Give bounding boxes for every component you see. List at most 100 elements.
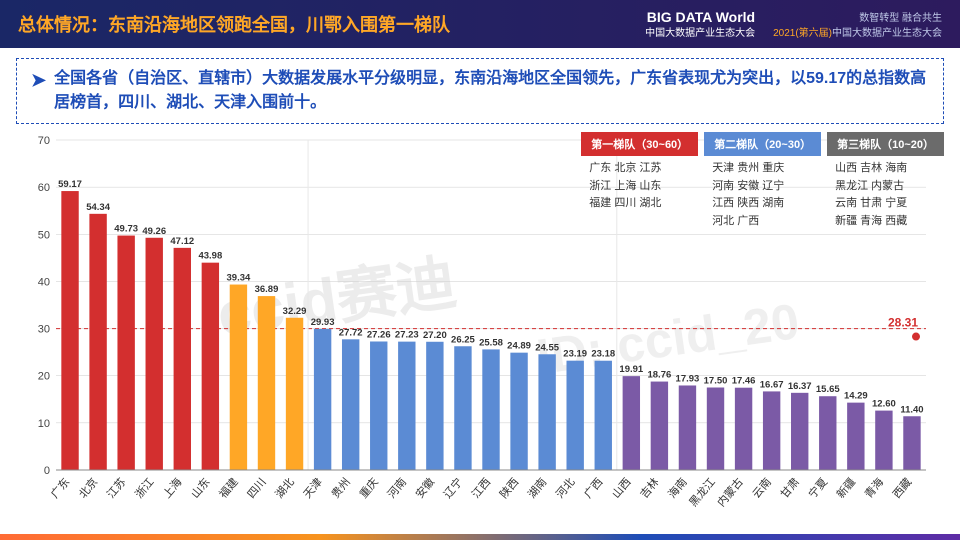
- svg-text:49.73: 49.73: [114, 224, 138, 235]
- svg-text:陕西: 陕西: [496, 475, 521, 501]
- svg-text:新疆: 新疆: [833, 475, 858, 501]
- bar: [202, 263, 219, 470]
- svg-text:山西: 山西: [610, 476, 634, 501]
- svg-text:32.29: 32.29: [283, 306, 307, 317]
- svg-text:43.98: 43.98: [198, 251, 222, 262]
- bar: [679, 385, 696, 470]
- svg-text:26.25: 26.25: [451, 334, 475, 345]
- legend-body: 山西 吉林 海南 黑龙江 内蒙古 云南 甘肃 宁夏 新疆 青海 西藏: [827, 156, 944, 234]
- svg-text:宁夏: 宁夏: [805, 475, 830, 501]
- legend: 第一梯队（30~60）广东 北京 江苏 浙江 上海 山东 福建 四川 湖北第二梯…: [581, 132, 944, 234]
- svg-text:江西: 江西: [469, 476, 493, 501]
- svg-text:吉林: 吉林: [637, 475, 662, 501]
- svg-text:18.76: 18.76: [647, 370, 671, 381]
- bar: [903, 416, 920, 470]
- svg-text:内蒙古: 内蒙古: [714, 475, 746, 509]
- svg-text:28.31: 28.31: [888, 316, 918, 330]
- bar: [286, 318, 303, 470]
- legend-head: 第二梯队（20~30）: [704, 132, 821, 156]
- svg-text:0: 0: [44, 465, 50, 477]
- header: 总体情况：东南沿海地区领跑全国，川鄂入围第一梯队 BIG DATA World …: [0, 0, 960, 48]
- legend-tier: 第二梯队（20~30）天津 贵州 重庆 河南 安徽 辽宁 江西 陕西 湖南 河北…: [704, 132, 821, 234]
- bar: [342, 339, 359, 470]
- svg-text:50: 50: [38, 229, 50, 241]
- logo: BIG DATA World 中国大数据产业生态大会: [645, 8, 755, 39]
- svg-text:浙江: 浙江: [132, 476, 156, 501]
- svg-text:23.18: 23.18: [591, 349, 615, 360]
- svg-text:湖北: 湖北: [273, 476, 297, 501]
- svg-text:西藏: 西藏: [890, 476, 914, 501]
- svg-text:贵州: 贵州: [329, 476, 353, 501]
- legend-head: 第三梯队（10~20）: [827, 132, 944, 156]
- svg-text:24.55: 24.55: [535, 342, 559, 353]
- svg-text:10: 10: [38, 418, 50, 430]
- svg-text:20: 20: [38, 371, 50, 383]
- bar: [117, 236, 134, 470]
- svg-text:16.67: 16.67: [760, 379, 784, 390]
- bar: [89, 214, 106, 470]
- bar: [791, 393, 808, 470]
- bar: [482, 349, 499, 470]
- svg-text:47.12: 47.12: [170, 236, 194, 247]
- footer-stripe: [0, 534, 960, 540]
- svg-text:27.26: 27.26: [367, 329, 391, 340]
- legend-head: 第一梯队（30~60）: [581, 132, 698, 156]
- bullet-arrow-icon: ➤: [31, 67, 46, 94]
- svg-text:黑龙江: 黑龙江: [687, 476, 718, 510]
- bar: [847, 403, 864, 470]
- svg-text:39.34: 39.34: [227, 273, 251, 284]
- svg-text:27.23: 27.23: [395, 330, 419, 341]
- svg-text:60: 60: [38, 182, 50, 194]
- svg-text:25.58: 25.58: [479, 337, 503, 348]
- svg-text:江苏: 江苏: [104, 476, 128, 501]
- svg-text:甘肃: 甘肃: [778, 476, 802, 501]
- svg-text:70: 70: [38, 135, 50, 147]
- bar: [763, 391, 780, 470]
- svg-text:19.91: 19.91: [619, 364, 643, 375]
- svg-text:15.65: 15.65: [816, 384, 840, 395]
- svg-text:36.89: 36.89: [255, 284, 279, 295]
- svg-text:27.20: 27.20: [423, 330, 447, 341]
- legend-tier: 第一梯队（30~60）广东 北京 江苏 浙江 上海 山东 福建 四川 湖北: [581, 132, 698, 234]
- svg-text:54.34: 54.34: [86, 202, 110, 213]
- svg-text:北京: 北京: [76, 475, 101, 501]
- summary-box: ➤ 全国各省（自治区、直辖市）大数据发展水平分级明显，东南沿海地区全国领先，广东…: [16, 58, 944, 124]
- svg-text:安徽: 安徽: [412, 475, 437, 501]
- bar: [623, 376, 640, 470]
- svg-text:59.17: 59.17: [58, 179, 82, 190]
- svg-text:27.72: 27.72: [339, 327, 363, 338]
- bar: [595, 361, 612, 470]
- bar: [174, 248, 191, 470]
- svg-text:青海: 青海: [861, 475, 886, 501]
- bar: [454, 346, 471, 470]
- bar: [230, 285, 247, 470]
- bar: [538, 354, 555, 470]
- legend-body: 广东 北京 江苏 浙江 上海 山东 福建 四川 湖北: [581, 156, 698, 217]
- bar: [61, 191, 78, 470]
- svg-text:辽宁: 辽宁: [440, 475, 465, 501]
- svg-text:四川: 四川: [245, 476, 268, 501]
- svg-text:云南: 云南: [750, 476, 774, 501]
- bar: [735, 388, 752, 470]
- bar: [370, 341, 387, 470]
- svg-text:29.93: 29.93: [311, 317, 335, 328]
- svg-text:17.46: 17.46: [732, 376, 756, 387]
- svg-text:福建: 福建: [216, 475, 241, 501]
- svg-text:河北: 河北: [553, 476, 577, 501]
- svg-text:14.29: 14.29: [844, 391, 868, 402]
- bar: [146, 238, 163, 470]
- chart-area: ccid赛迪 ID: ccid_20 01020304050607059.17广…: [16, 130, 944, 540]
- bar: [510, 353, 527, 470]
- bar: [426, 342, 443, 470]
- legend-body: 天津 贵州 重庆 河南 安徽 辽宁 江西 陕西 湖南 河北 广西: [704, 156, 821, 234]
- bar: [819, 396, 836, 470]
- bar: [707, 388, 724, 471]
- bar: [875, 411, 892, 470]
- svg-text:30: 30: [38, 324, 50, 336]
- svg-text:上海: 上海: [160, 475, 185, 501]
- svg-text:12.60: 12.60: [872, 399, 896, 410]
- legend-tier: 第三梯队（10~20）山西 吉林 海南 黑龙江 内蒙古 云南 甘肃 宁夏 新疆 …: [827, 132, 944, 234]
- page-title: 总体情况：东南沿海地区领跑全国，川鄂入围第一梯队: [18, 11, 645, 37]
- svg-text:40: 40: [38, 276, 50, 288]
- svg-text:24.89: 24.89: [507, 341, 531, 352]
